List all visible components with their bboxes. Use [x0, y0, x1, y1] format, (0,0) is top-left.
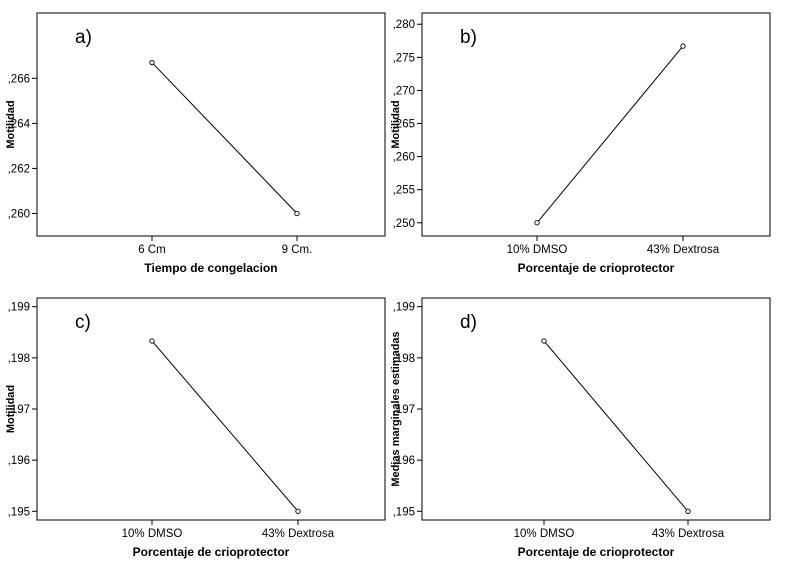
data-point — [149, 338, 155, 344]
y-tick-label: ,196 — [8, 455, 30, 467]
y-axis-title: Medias marginales estimadas — [390, 331, 402, 486]
x-axis-title: Tiempo de congelacion — [144, 261, 277, 275]
chart-panel-1: a) ,260 ,262 ,264 ,266 6 Cm 9 Cm. Tiempo de con… — [5, 12, 386, 275]
chart-panel-3: c) ,195 ,196 ,197 ,198 ,199 10% DMSO 43% Dextro… — [5, 297, 386, 559]
data-point — [149, 59, 155, 66]
data-point — [680, 43, 686, 49]
data-point — [295, 508, 301, 514]
y-tick-label: ,196 — [393, 455, 415, 467]
data-point — [534, 220, 540, 226]
panel-label: d) — [460, 312, 477, 333]
y-tick-label: ,197 — [393, 404, 415, 416]
y-tick-label: ,280 — [393, 19, 415, 31]
y-axis-title: Motilidad — [5, 385, 17, 433]
y-tick-label: ,262 — [8, 163, 30, 175]
panel-label: b) — [460, 27, 477, 48]
x-axis-title: Porcentaje de crioprotector — [518, 545, 675, 559]
plot-frame — [36, 12, 386, 237]
x-tick-label: 10% DMSO — [507, 244, 568, 256]
y-tick-label: ,198 — [393, 353, 415, 365]
panel-label: c) — [75, 312, 91, 333]
y-tick-label: ,264 — [8, 118, 31, 130]
y-tick-label: ,199 — [393, 302, 415, 314]
y-tick-label: ,198 — [8, 353, 30, 365]
series-line — [543, 340, 689, 512]
y-tick-label: ,265 — [393, 119, 415, 131]
chart-panel-2: b) ,250 ,255 ,260 ,265 ,270 ,275 ,280 10% DMSO 43… — [390, 12, 771, 275]
series-line — [536, 45, 684, 224]
x-tick-label: 10% DMSO — [514, 528, 575, 540]
y-tick-label: ,275 — [393, 52, 415, 64]
data-point — [294, 210, 300, 217]
y-axis-title: Motilidad — [5, 100, 17, 148]
x-axis-title: Porcentaje de crioprotector — [518, 261, 675, 275]
y-tick-label: ,195 — [8, 506, 30, 518]
y-tick-label: ,260 — [393, 152, 415, 164]
plot-frame — [421, 12, 771, 237]
x-tick-label: 43% Dextrosa — [652, 528, 725, 540]
x-tick-label: 43% Dextrosa — [262, 528, 335, 540]
x-tick-label: 43% Dextrosa — [647, 244, 720, 256]
x-axis-title: Porcentaje de crioprotector — [133, 545, 290, 559]
series-line — [151, 62, 298, 214]
y-tick-label: ,255 — [393, 185, 415, 197]
data-point — [541, 338, 547, 344]
chart-panel-4: d) ,195 ,196 ,197 ,198 ,199 10% DMSO 43% Dextro… — [390, 297, 771, 559]
y-tick-label: ,199 — [8, 302, 30, 314]
x-tick-label: 9 Cm. — [282, 244, 313, 256]
panel-label: a) — [75, 27, 92, 48]
x-tick-label: 10% DMSO — [122, 528, 183, 540]
y-tick-label: ,260 — [8, 208, 30, 220]
y-axis-title: Motilidad — [390, 100, 402, 148]
y-tick-label: ,250 — [393, 218, 415, 230]
series-line — [151, 340, 299, 512]
data-point — [685, 508, 691, 514]
y-tick-label: ,266 — [8, 73, 30, 85]
y-tick-label: ,195 — [393, 506, 415, 518]
y-tick-label: ,270 — [393, 85, 415, 97]
x-tick-label: 6 Cm — [138, 244, 165, 256]
y-tick-label: ,197 — [8, 404, 30, 416]
